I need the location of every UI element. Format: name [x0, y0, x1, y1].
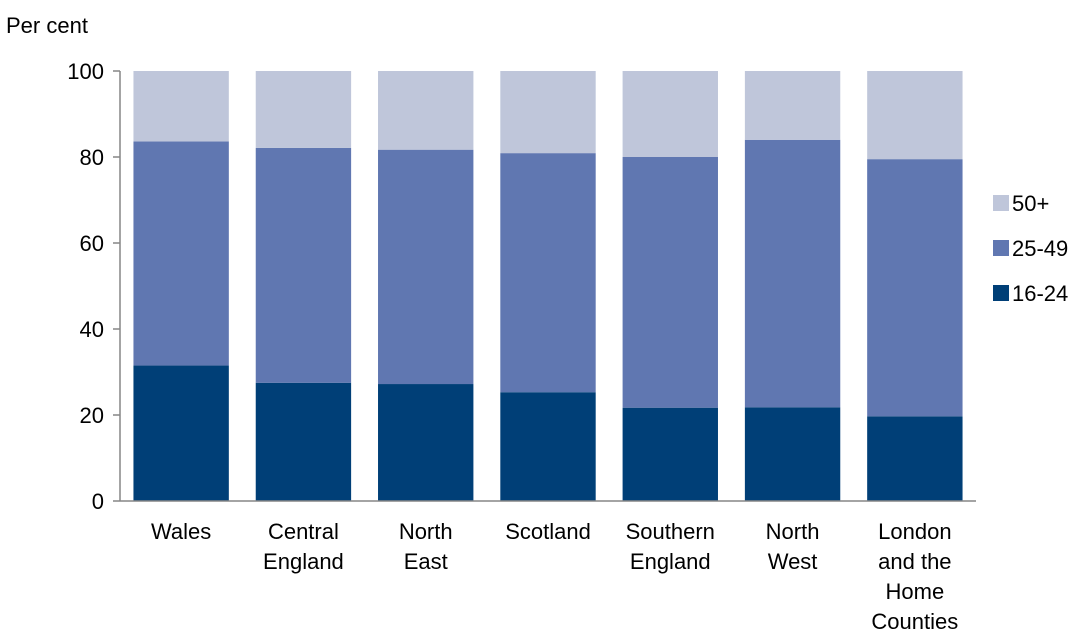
x-category-label: Southern England — [626, 519, 715, 574]
bar-segment-50+ — [622, 71, 718, 157]
bar-segment-16-24 — [744, 407, 841, 501]
x-category-label-line: West — [768, 549, 818, 574]
y-tick-label: 0 — [92, 489, 104, 514]
bar-segment-25-49 — [867, 159, 963, 417]
bar-segment-25-49 — [378, 149, 474, 385]
bar-segment-25-49 — [500, 153, 596, 393]
bar-segment-50+ — [378, 71, 474, 150]
x-category-label: North East — [399, 519, 453, 574]
x-category-label-line: London — [878, 519, 951, 544]
bar-segment-50+ — [744, 71, 841, 140]
bar-segment-50+ — [255, 71, 352, 148]
x-axis-category-labels: Wales Central England North East Scotland Sout… — [151, 519, 958, 633]
legend-swatch-16-24 — [993, 285, 1009, 301]
bar-segment-16-24 — [133, 365, 229, 501]
bar-segment-25-49 — [622, 157, 718, 408]
y-tick-label: 60 — [80, 231, 104, 256]
x-category-label: Central England — [263, 519, 344, 574]
bar-segment-16-24 — [255, 382, 352, 501]
legend-label: 25-49 — [1012, 236, 1068, 261]
bar-segment-25-49 — [744, 139, 841, 408]
bar-segment-50+ — [133, 71, 229, 142]
x-category-label-line: England — [630, 549, 711, 574]
y-axis-title: Per cent — [6, 13, 88, 38]
x-category-label-line: Home — [886, 579, 945, 604]
legend: 50+ 25-49 16-24 — [993, 191, 1068, 306]
y-axis-ticks: 0 20 40 60 80 100 — [67, 59, 120, 514]
legend-swatch-25-49 — [993, 240, 1009, 256]
bar-segment-16-24 — [500, 392, 596, 501]
bars — [133, 71, 963, 501]
legend-label: 50+ — [1012, 191, 1049, 216]
legend-swatch-50+ — [993, 195, 1009, 211]
x-category-label: North West — [766, 519, 820, 574]
x-category-label: Scotland — [505, 519, 591, 544]
y-tick-label: 80 — [80, 145, 104, 170]
x-category-label-line: East — [404, 549, 448, 574]
x-category-label-line: England — [263, 549, 344, 574]
bar-segment-16-24 — [378, 384, 474, 501]
y-tick-label: 20 — [80, 403, 104, 428]
x-category-label-line: Southern — [626, 519, 715, 544]
y-tick-label: 40 — [80, 317, 104, 342]
x-category-label-line: North — [399, 519, 453, 544]
bar-segment-50+ — [500, 71, 596, 154]
y-tick-label: 100 — [67, 59, 104, 84]
bar-segment-25-49 — [255, 147, 352, 383]
bar-segment-50+ — [867, 71, 963, 160]
bar-segment-16-24 — [622, 407, 718, 501]
bar-segment-25-49 — [133, 141, 229, 366]
x-category-label: London and the Home Counties — [871, 519, 958, 633]
x-category-label: Wales — [151, 519, 211, 544]
x-category-label-line: North — [766, 519, 820, 544]
x-category-label-line: Counties — [871, 609, 958, 633]
x-category-label-line: Scotland — [505, 519, 591, 544]
x-category-label-line: Central — [268, 519, 339, 544]
legend-label: 16-24 — [1012, 281, 1068, 306]
x-category-label-line: and the — [878, 549, 951, 574]
bar-segment-16-24 — [867, 416, 963, 501]
x-category-label-line: Wales — [151, 519, 211, 544]
